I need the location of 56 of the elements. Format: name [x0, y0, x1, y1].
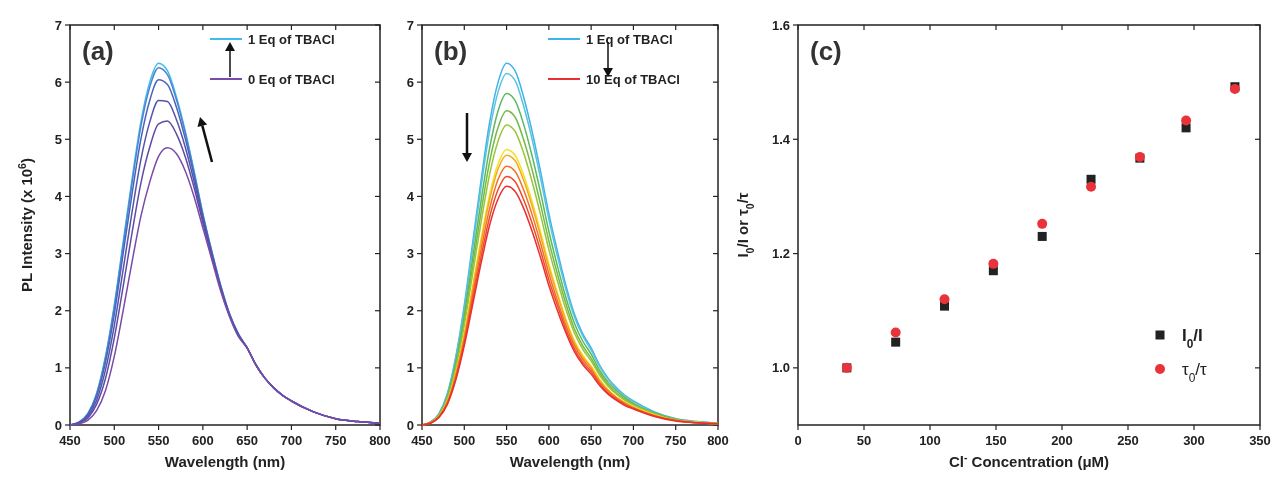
x-tick-label: 300	[1183, 433, 1205, 448]
x-tick-label: 800	[369, 433, 391, 448]
x-tick-label: 600	[538, 433, 560, 448]
y-tick-label: 1	[406, 360, 414, 376]
x-axis-title: Cl$^{-}$ Concentration (μM)	[948, 451, 1110, 470]
x-tick-label: 50	[856, 433, 872, 448]
y-tick-label: 4	[54, 188, 63, 204]
x-tick-label: 650	[236, 433, 258, 448]
x-axis-title: Wavelength (nm)	[164, 453, 286, 470]
y-tick-label: 6	[54, 74, 62, 90]
y-tick-label: 4	[406, 188, 415, 204]
x-tick-label: 350	[1249, 433, 1271, 448]
x-tick-label: 650	[580, 433, 602, 448]
chart-title: (a)	[82, 36, 114, 66]
y-tick-label: 1.0	[771, 360, 790, 376]
y-tick-label: 1.6	[771, 17, 790, 33]
y-tick-label: 0	[406, 417, 414, 433]
y-tick-label: 1.2	[771, 246, 790, 262]
y-tick-label: 2	[54, 303, 62, 319]
x-tick-label: 150	[985, 433, 1007, 448]
y-tick-label: 5	[54, 131, 62, 147]
y-tick-label: 7	[406, 17, 414, 33]
legend-label: 1 Eq of TBACl	[248, 32, 335, 47]
legend-label: 10 Eq of TBACl	[586, 72, 680, 87]
legend-label: 1 Eq of TBACl	[586, 32, 673, 47]
x-tick-label: 200	[1051, 433, 1073, 448]
y-tick-label: 0	[54, 417, 62, 433]
legend-label: I$_{0}$/I	[1182, 326, 1203, 351]
y-tick-label: 1.4	[771, 131, 791, 147]
x-tick-label: 550	[147, 433, 170, 448]
x-tick-label: 0	[794, 433, 802, 448]
x-axis-title: Wavelength (nm)	[509, 453, 631, 470]
chart-title: (b)	[434, 36, 468, 66]
legend-label: 0 Eq of TBACl	[248, 72, 335, 87]
x-tick-label: 100	[919, 433, 941, 448]
y-tick-label: 1	[54, 360, 62, 376]
legend-label: τ$_{0}$/τ	[1182, 360, 1208, 385]
y-tick-label: 6	[406, 74, 414, 90]
x-tick-label: 700	[280, 433, 303, 448]
x-tick-label: 450	[59, 433, 81, 448]
x-tick-label: 250	[1117, 433, 1139, 448]
x-tick-label: 750	[324, 433, 347, 448]
x-tick-label: 750	[664, 433, 687, 448]
y-tick-label: 3	[54, 246, 62, 262]
x-tick-label: 500	[453, 433, 476, 448]
y-tick-label: 3	[406, 246, 414, 262]
x-tick-label: 550	[495, 433, 518, 448]
x-tick-label: 600	[192, 433, 214, 448]
x-tick-label: 450	[411, 433, 433, 448]
x-tick-label: 700	[622, 433, 645, 448]
y-tick-label: 7	[54, 17, 62, 33]
x-tick-label: 500	[103, 433, 126, 448]
chart-title: (c)	[810, 36, 842, 66]
x-tick-label: 800	[707, 433, 729, 448]
y-tick-label: 2	[406, 303, 414, 319]
y-tick-label: 5	[406, 131, 414, 147]
